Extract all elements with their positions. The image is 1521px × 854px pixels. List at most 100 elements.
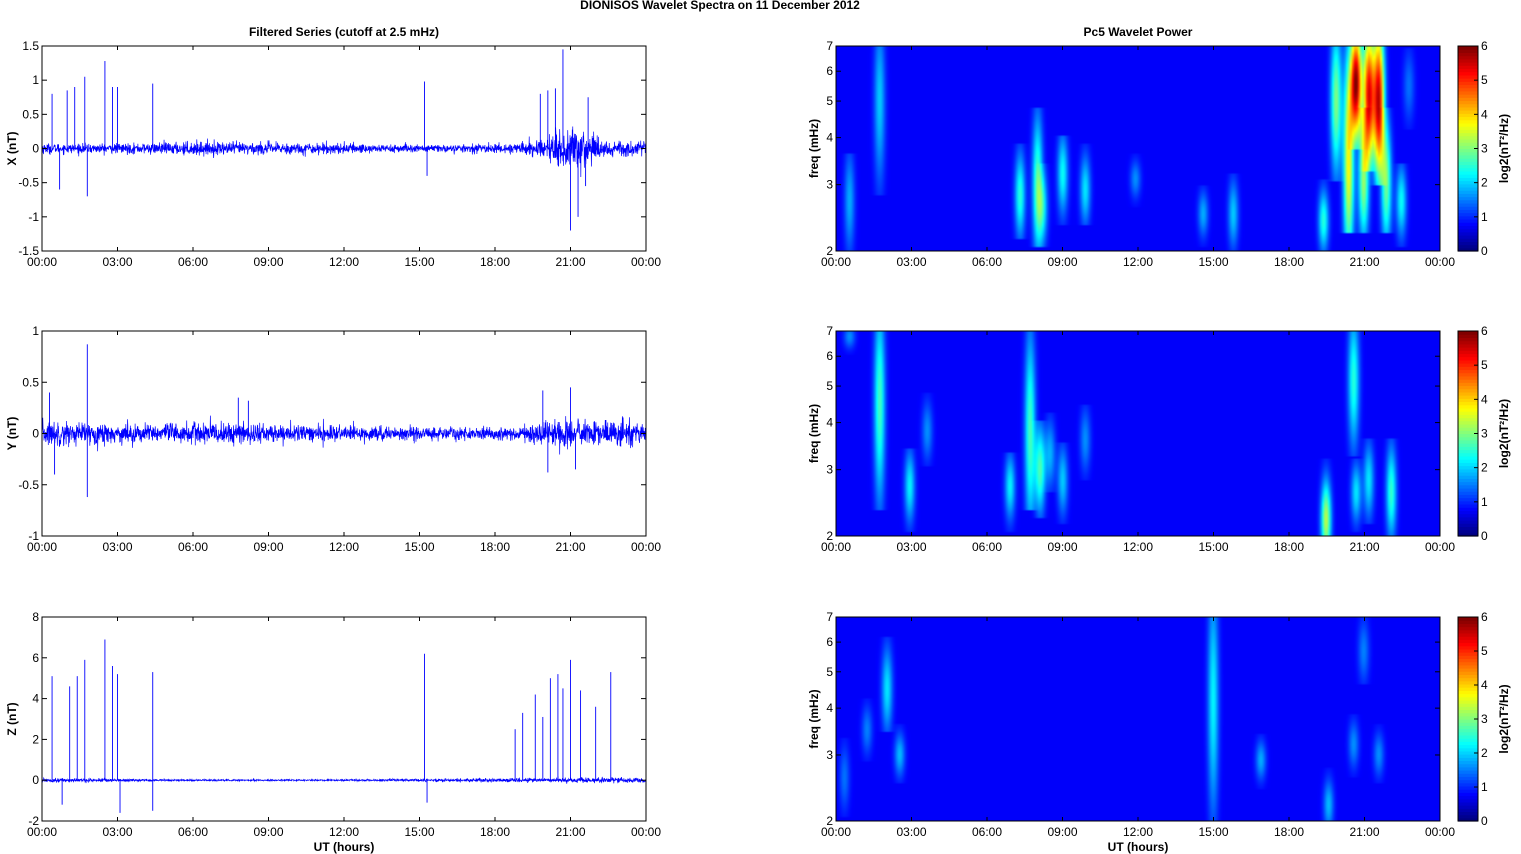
colorbar-swatch [1458, 754, 1478, 758]
x-tick-label: 12:00 [1123, 255, 1153, 269]
colorbar-swatch [1458, 375, 1478, 380]
colorbar-tick-label: 5 [1481, 358, 1488, 372]
y-tick-label: 3 [826, 178, 833, 192]
colorbar-tick-label: 6 [1481, 324, 1488, 338]
colorbar-swatch [1458, 523, 1478, 527]
colorbar-swatch [1458, 792, 1478, 797]
colorbar-swatch [1458, 690, 1478, 695]
x-tick-label: 03:00 [102, 825, 132, 839]
colorbar-swatch [1458, 238, 1478, 242]
colorbar-tick-label: 2 [1481, 746, 1488, 760]
x-tick-label: 12:00 [329, 825, 359, 839]
colorbar-swatch [1458, 725, 1478, 730]
x-tick-label: 09:00 [253, 255, 283, 269]
x-axis-label: UT (hours) [314, 840, 375, 854]
colorbar-swatch [1458, 497, 1478, 502]
colorbar-swatch [1458, 356, 1478, 361]
y-tick-label: 6 [826, 64, 833, 78]
x-tick-label: 00:00 [27, 825, 57, 839]
y-tick-label: -1 [28, 210, 39, 224]
colorbar-swatch [1458, 516, 1478, 521]
colorbar-swatch [1458, 683, 1478, 688]
colorbar-swatch [1458, 138, 1478, 143]
colorbar-tick-label: 1 [1481, 780, 1488, 794]
colorbar-swatch [1458, 776, 1478, 781]
y-tick-label: 0 [32, 142, 39, 156]
x-tick-label: 15:00 [404, 255, 434, 269]
x-tick-label: 09:00 [1047, 540, 1077, 554]
colorbar-swatch [1458, 677, 1478, 682]
colorbar-swatch [1458, 68, 1478, 73]
colorbar-swatch [1458, 687, 1478, 691]
colorbar-swatch [1458, 167, 1478, 172]
colorbar-swatch [1458, 84, 1478, 89]
colorbar-swatch [1458, 459, 1478, 463]
x-tick-label: 18:00 [480, 255, 510, 269]
colorbar-swatch [1458, 623, 1478, 628]
colorbar-swatch [1458, 699, 1478, 704]
colorbar-swatch [1458, 715, 1478, 720]
colorbar-swatch [1458, 674, 1478, 679]
x-tick-label: 18:00 [1274, 540, 1304, 554]
x-tick-label: 18:00 [1274, 255, 1304, 269]
colorbar-swatch [1458, 190, 1478, 194]
colorbar-swatch [1458, 222, 1478, 226]
y-tick-label: 8 [32, 610, 39, 624]
colorbar-swatch [1458, 436, 1478, 441]
colorbar-swatch [1458, 617, 1478, 621]
colorbar-swatch [1458, 785, 1478, 790]
x-tick-label: 15:00 [1198, 825, 1228, 839]
colorbar-swatch [1458, 90, 1478, 95]
colorbar-swatch [1458, 55, 1478, 60]
panel-title: Pc5 Wavelet Power [1084, 25, 1193, 39]
x-tick-label: 00:00 [1425, 825, 1455, 839]
colorbar-swatch [1458, 443, 1478, 447]
colorbar-swatch [1458, 433, 1478, 438]
colorbar-swatch [1458, 337, 1478, 342]
colorbar-swatch [1458, 366, 1478, 371]
colorbar-swatch [1458, 770, 1478, 774]
x-tick-label: 21:00 [1349, 255, 1379, 269]
y-tick-label: 3 [826, 463, 833, 477]
colorbar-swatch [1458, 636, 1478, 640]
colorbar-swatch [1458, 503, 1478, 508]
series-line [41, 126, 647, 178]
colorbar-swatch [1458, 620, 1478, 624]
colorbar-swatch [1458, 100, 1478, 105]
colorbar-swatch [1458, 741, 1478, 746]
colorbar-swatch [1458, 795, 1478, 800]
x-tick-label: 09:00 [253, 540, 283, 554]
colorbar-swatch [1458, 199, 1478, 204]
colorbar-swatch [1458, 154, 1478, 159]
colorbar-tick-label: 3 [1481, 142, 1488, 156]
x-tick-label: 18:00 [480, 825, 510, 839]
y-tick-label: 0 [32, 427, 39, 441]
x-tick-label: 06:00 [178, 540, 208, 554]
colorbar-swatch [1458, 388, 1478, 393]
colorbar-swatch [1458, 97, 1478, 102]
colorbar-swatch [1458, 132, 1478, 137]
colorbar-swatch [1458, 401, 1478, 406]
x-tick-label: 09:00 [253, 825, 283, 839]
heatmap-cells [836, 617, 1440, 821]
colorbar-swatch [1458, 78, 1478, 82]
y-tick-label: 4 [32, 692, 39, 706]
y-tick-label: 5 [826, 379, 833, 393]
colorbar-swatch [1458, 215, 1478, 220]
colorbar-swatch [1458, 766, 1478, 771]
colorbar-tick-label: 2 [1481, 461, 1488, 475]
colorbar-swatch [1458, 420, 1478, 425]
colorbar-swatch [1458, 481, 1478, 486]
y-tick-label: 1 [32, 73, 39, 87]
colorbar-swatch [1458, 439, 1478, 444]
colorbar-swatch [1458, 478, 1478, 483]
x-tick-label: 09:00 [1047, 825, 1077, 839]
colorbar-label: log2(nT²/Hz) [1497, 114, 1511, 183]
colorbar-swatch [1458, 452, 1478, 457]
colorbar-swatch [1458, 385, 1478, 390]
colorbar-swatch [1458, 186, 1478, 191]
colorbar-swatch [1458, 430, 1478, 435]
colorbar-swatch [1458, 372, 1478, 377]
colorbar-swatch [1458, 449, 1478, 454]
colorbar-swatch [1458, 712, 1478, 717]
